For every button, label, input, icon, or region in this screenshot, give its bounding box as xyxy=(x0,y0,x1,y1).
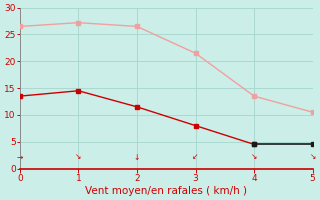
X-axis label: Vent moyen/en rafales ( km/h ): Vent moyen/en rafales ( km/h ) xyxy=(85,186,247,196)
Text: ↙: ↙ xyxy=(192,153,199,162)
Text: ↘: ↘ xyxy=(309,153,316,162)
Text: ↓: ↓ xyxy=(134,153,140,162)
Text: ↘: ↘ xyxy=(251,153,257,162)
Text: ↘: ↘ xyxy=(75,153,82,162)
Text: →: → xyxy=(17,153,23,162)
